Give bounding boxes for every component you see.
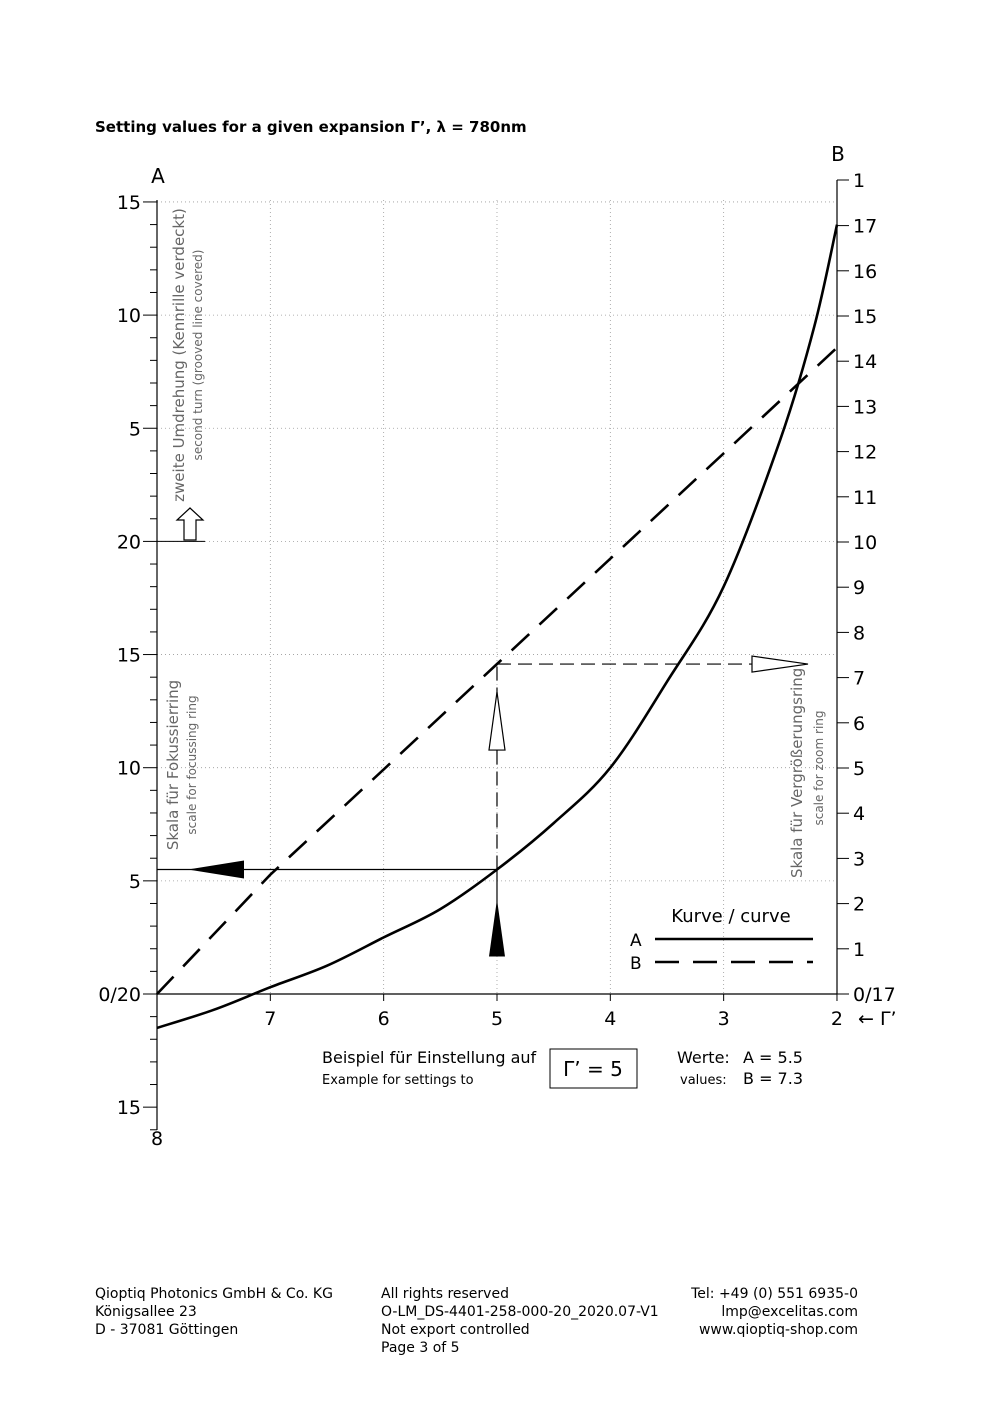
footer-doc-id: O-LM_DS-4401-258-000-20_2020.07-V1 xyxy=(381,1304,659,1320)
example-right-arrow-hollow xyxy=(751,655,809,673)
example-label-en: Example for settings to xyxy=(322,1073,474,1088)
footer-company-name: Qioptiq Photonics GmbH & Co. KG xyxy=(95,1286,333,1302)
footer-export: Not export controlled xyxy=(381,1322,530,1338)
left-axis-upper-label: zweite Umdrehung (Kennrille verdeckt) xyxy=(170,208,188,502)
left-axis-lower-sublabel: scale for focussing ring xyxy=(185,695,199,834)
x-tick-label: 7 xyxy=(264,1008,276,1030)
right-tick-label: 16 xyxy=(853,261,877,283)
example-value-a: A = 5.5 xyxy=(743,1048,803,1067)
x-tick-label: 3 xyxy=(718,1008,730,1030)
up-arrow-icon xyxy=(175,507,205,541)
x-tick-label: 4 xyxy=(604,1008,616,1030)
footer-document-info: All rights reserved O-LM_DS-4401-258-000… xyxy=(381,1285,659,1357)
right-tick-label: 2 xyxy=(853,894,865,916)
legend-label-b: B xyxy=(630,954,642,974)
left-tick-label: 15 xyxy=(117,192,141,214)
left-tick-label: 5 xyxy=(129,871,141,893)
left-axis-end-label: 8 xyxy=(151,1128,163,1150)
right-axis-sublabel: scale for zoom ring xyxy=(812,710,826,825)
example-label-de: Beispiel für Einstellung auf xyxy=(322,1048,537,1067)
right-tick-label: 14 xyxy=(853,351,877,373)
right-tick-label: 12 xyxy=(853,442,877,464)
left-axis-upper-sublabel: second turn (grooved line covered) xyxy=(191,250,205,461)
footer-city: D - 37081 Göttingen xyxy=(95,1322,239,1338)
footer-phone: Tel: +49 (0) 551 6935-0 xyxy=(691,1286,858,1302)
right-tick-label: 8 xyxy=(853,622,865,644)
right-tick-label: 4 xyxy=(853,803,865,825)
left-tick-label: 20 xyxy=(117,531,141,553)
right-tick-label: 3 xyxy=(853,848,865,870)
right-tick-label: 15 xyxy=(853,306,877,328)
right-tick-label: 5 xyxy=(853,758,865,780)
example-up-arrow-filled xyxy=(488,899,505,957)
left-tick-label: 15 xyxy=(117,645,141,667)
legend-title: Kurve / curve xyxy=(671,906,790,927)
footer-page-number: Page 3 of 5 xyxy=(381,1340,460,1356)
right-tick-label: 9 xyxy=(853,577,865,599)
right-tick-label: 17 xyxy=(853,216,877,238)
legend-label-a: A xyxy=(630,931,642,951)
page-title: Setting values for a given expansion Γ’,… xyxy=(95,118,527,136)
x-tick-label: 2 xyxy=(831,1008,843,1030)
right-tick-label: 11 xyxy=(853,487,877,509)
right-axis-label: Skala für Vergrößerungsring xyxy=(788,668,806,878)
example-value-box xyxy=(549,1048,638,1089)
left-tick-label: 10 xyxy=(117,758,141,780)
right-tick-label: 6 xyxy=(853,713,865,735)
footer-street: Königsallee 23 xyxy=(95,1304,197,1320)
left-tick-label: 5 xyxy=(129,418,141,440)
right-axis-name: B xyxy=(831,142,845,166)
example-left-arrow-filled xyxy=(188,860,244,879)
x-tick-label: 5 xyxy=(491,1008,503,1030)
example-values-label-de: Werte: xyxy=(677,1048,730,1067)
left-tick-label: 15 xyxy=(117,1097,141,1119)
right-tick-label: 13 xyxy=(853,396,877,418)
example-value-b: B = 7.3 xyxy=(743,1069,803,1088)
left-tick-label: 0/20 xyxy=(98,984,141,1006)
example-value-box-text: Γ’ = 5 xyxy=(563,1057,623,1081)
left-tick-label: 10 xyxy=(117,305,141,327)
footer-rights: All rights reserved xyxy=(381,1286,509,1302)
example-up-arrow-hollow xyxy=(488,691,506,751)
example-values-label-en: values: xyxy=(680,1073,727,1088)
right-tick-label: 1 xyxy=(853,170,865,192)
right-tick-label: 0/17 xyxy=(853,984,896,1006)
x-axis-label: ← Γ’ xyxy=(858,1008,897,1030)
left-axis-lower-label: Skala für Fokussierring xyxy=(164,680,182,850)
right-tick-label: 10 xyxy=(853,532,877,554)
right-tick-label: 7 xyxy=(853,668,865,690)
x-tick-label: 6 xyxy=(378,1008,390,1030)
footer-company: Qioptiq Photonics GmbH & Co. KG Königsal… xyxy=(95,1285,333,1339)
footer-contact: Tel: +49 (0) 551 6935-0 lmp@excelitas.co… xyxy=(640,1285,858,1339)
footer-website[interactable]: www.qioptiq-shop.com xyxy=(698,1322,858,1338)
left-axis-name: A xyxy=(151,164,165,188)
footer-email[interactable]: lmp@excelitas.com xyxy=(721,1304,858,1320)
series-a-curve xyxy=(156,224,839,1030)
right-tick-label: 1 xyxy=(853,939,865,961)
